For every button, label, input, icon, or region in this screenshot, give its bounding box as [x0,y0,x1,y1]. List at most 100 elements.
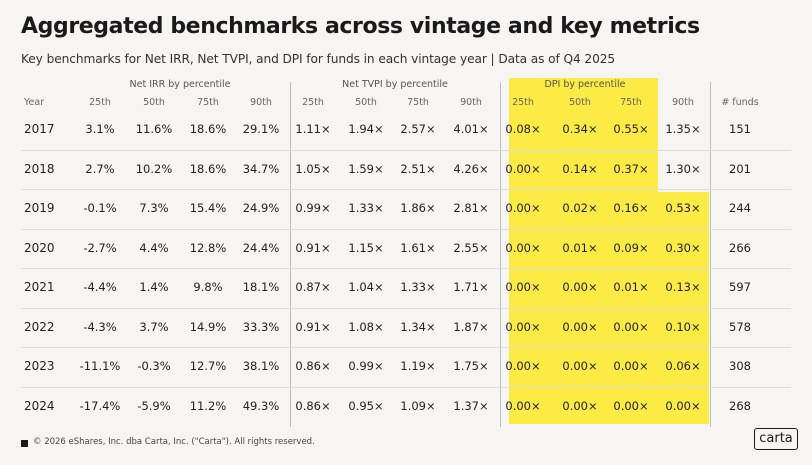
metric-value: 9.8% [193,280,223,294]
metric-value: 2.51× [400,161,436,176]
metric-value: 1.08× [348,319,384,334]
metric-value: -2.7% [83,240,117,255]
metric-value: -17.4% [79,398,121,413]
metric-value: 1.59× [348,161,384,176]
metric-value: 0.91× [295,319,331,334]
metric-value: 14.9% [189,319,227,334]
row-year: 2018 [24,161,55,176]
group-label-irr: Net IRR by percentile [129,79,231,90]
separator-tvpi-dpi [500,82,501,427]
metric-value: 0.13× [665,280,701,294]
metric-value: 0.10× [665,319,701,334]
col-header-percentile: 25th [512,97,534,108]
metric-value: 1.09× [400,398,436,413]
metric-value: 0.00× [505,201,541,215]
row-divider [21,268,791,269]
group-label-dpi: DPI by percentile [544,79,626,90]
metric-value: 0.00× [665,398,701,413]
metric-value: 0.00× [505,359,541,373]
metric-value: 34.7% [242,161,280,176]
table-row: 2020 -2.7% 4.4% 12.8% 24.4% 0.91× 1.15× 1.61× 2.… [21,229,791,268]
metric-value: 1.87× [453,319,489,334]
row-year: 2017 [24,122,55,136]
metric-value: 0.00× [505,280,541,294]
col-header-percentile: 90th [250,97,272,108]
metric-value: 11.2% [189,398,227,413]
metric-value: 29.1% [242,122,280,136]
metric-value: 18.6% [189,161,227,176]
metric-value: 0.00× [505,161,541,176]
col-header-percentile: 25th [302,97,324,108]
metric-value: 18.1% [242,280,280,294]
metric-value: 0.34× [562,122,598,136]
metric-value: 0.95× [348,398,384,413]
metric-value: 1.33× [348,201,384,215]
metric-value: 2.7% [85,161,115,176]
metric-value: 4.01× [453,122,489,136]
metric-value: 0.09× [613,240,649,255]
metric-value: 7.3% [139,201,169,215]
metric-value: 0.00× [613,359,649,373]
metric-value: 1.35× [665,122,701,136]
metric-value: 0.00× [613,319,649,334]
row-year: 2022 [24,319,55,334]
col-header-percentile: 50th [143,97,165,108]
metric-value: 0.86× [295,398,331,413]
col-header-funds: # funds [721,97,759,108]
col-header-percentile: 90th [460,97,482,108]
metric-value: 0.16× [613,201,649,215]
metric-value: -5.9% [137,398,171,413]
metric-value: 0.30× [665,240,701,255]
metric-value: 1.11× [295,122,331,136]
metric-value: 3.7% [139,319,169,334]
carta-logo: carta [754,428,798,450]
metric-value: 1.33× [400,280,436,294]
metric-value: 0.87× [295,280,331,294]
metric-value: 49.3% [242,398,280,413]
table-row: 2018 2.7% 10.2% 18.6% 34.7% 1.05× 1.59× 2.51× 4.… [21,150,791,189]
metric-value: 1.05× [295,161,331,176]
row-divider [21,189,791,190]
metric-value: 12.8% [189,240,227,255]
metric-value: 0.99× [295,201,331,215]
col-header-percentile: 75th [620,97,642,108]
row-year: 2020 [24,240,55,255]
metric-value: -0.3% [137,359,171,373]
metric-value: 0.08× [505,122,541,136]
metric-value: 0.00× [505,319,541,334]
table-row: 2021 -4.4% 1.4% 9.8% 18.1% 0.87× 1.04× 1.33× 1.7… [21,268,791,307]
row-divider [21,228,791,230]
row-divider [21,347,791,348]
page-subtitle: Key benchmarks for Net IRR, Net TVPI, an… [21,52,616,66]
page-title: Aggregated benchmarks across vintage and… [21,14,700,39]
metric-value: 2.55× [453,240,489,255]
table-row: 2017 3.1% 11.6% 18.6% 29.1% 1.11× 1.94× 2.57× 4.… [21,110,791,149]
fund-count: 308 [729,359,751,373]
metric-value: -4.4% [83,280,117,294]
metric-value: 1.04× [348,280,384,294]
col-header-percentile: 75th [407,97,429,108]
metric-value: 1.71× [453,280,489,294]
metric-value: 1.19× [400,359,436,373]
metric-value: 38.1% [242,359,280,373]
metric-value: 0.37× [613,161,649,176]
metric-value: 1.30× [665,161,701,176]
metric-value: 1.86× [400,201,436,215]
table-row: 2024 -17.4% -5.9% 11.2% 49.3% 0.86× 0.95× 1.09×… [21,387,791,426]
metric-value: 4.4% [139,240,169,255]
col-header-percentile: 75th [197,97,219,108]
metric-value: 1.37× [453,398,489,413]
fund-count: 266 [729,240,751,255]
col-header-percentile: 90th [672,97,694,108]
row-year: 2023 [24,359,55,373]
copyright-text: © 2026 eShares, Inc. dba Carta, Inc. ("C… [33,437,315,447]
row-year: 2021 [24,280,55,294]
metric-value: 24.9% [242,201,280,215]
metric-value: 18.6% [189,122,227,136]
metric-value: 0.53× [665,201,701,215]
metric-value: 0.86× [295,359,331,373]
metric-value: 2.81× [453,201,489,215]
fund-count: 597 [729,280,751,294]
metric-value: 1.15× [348,240,384,255]
metric-value: 4.26× [453,161,489,176]
